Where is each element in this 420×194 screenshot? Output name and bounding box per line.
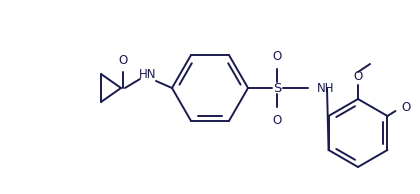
- Text: S: S: [273, 81, 281, 94]
- Text: O: O: [118, 54, 128, 67]
- Text: O: O: [402, 101, 411, 114]
- Text: HN: HN: [139, 68, 157, 81]
- Text: NH: NH: [317, 81, 334, 94]
- Text: O: O: [273, 113, 282, 126]
- Text: O: O: [353, 70, 362, 83]
- Text: O: O: [273, 49, 282, 62]
